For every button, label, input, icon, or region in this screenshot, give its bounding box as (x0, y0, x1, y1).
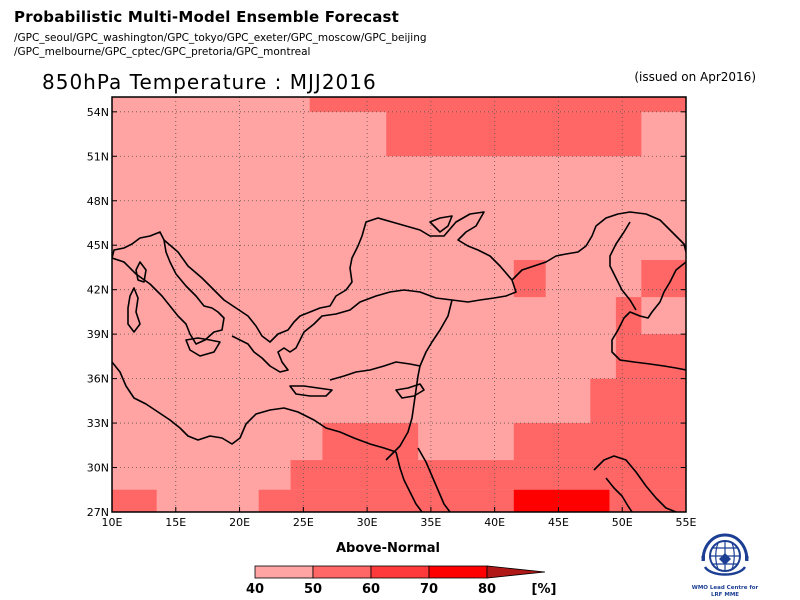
coastline-anatolia-south (329, 361, 421, 381)
legend-label: 50 (304, 582, 322, 597)
coastline-sicily (185, 337, 221, 357)
coastline-cyprus (395, 383, 425, 399)
probability-region-50-60 (590, 378, 686, 424)
lon-label: 35E (420, 516, 441, 529)
coastline-caspian (611, 261, 686, 371)
coastline-red-sea (395, 451, 423, 512)
coastline-sardinia (127, 287, 141, 333)
legend-swatch-70-80 (428, 565, 488, 579)
forecast-title: Probabilistic Multi-Model Ensemble Forec… (14, 8, 400, 26)
longitude-labels: 10E 15E 20E 25E 30E 35E 40E 45E 50E 55E (102, 516, 697, 529)
probability-region-50-60 (615, 334, 686, 379)
probability-region-70-80 (513, 489, 610, 512)
lat-label: 51N (87, 150, 109, 163)
variable-title: 850hPa Temperature : MJJ2016 (42, 70, 377, 94)
coastline-crete (289, 385, 333, 397)
legend-label: 60 (362, 582, 380, 597)
probability-region-50-60 (641, 260, 686, 298)
coastline-sinai (417, 447, 451, 512)
latitude-labels: 27N 30N 33N 36N 39N 42N 45N 48N 51N 54N (87, 106, 109, 519)
members-line-1: /GPC_seoul/GPC_washington/GPC_tokyo/GPC_… (14, 32, 427, 44)
wmo-logo: WMO Lead Centre for LRF MME (690, 531, 760, 599)
lat-label: 39N (87, 328, 109, 341)
lat-label: 36N (87, 373, 109, 386)
legend-label: 80 (478, 582, 496, 597)
coastline-caspian-west (609, 221, 637, 311)
legend-title: Above-Normal (336, 541, 440, 556)
coastline-persian-gulf (593, 455, 677, 512)
lon-label: 25E (293, 516, 314, 529)
issued-date: (issued on Apr2016) (634, 70, 756, 84)
coastline-africa-north (112, 361, 397, 453)
lon-label: 20E (229, 516, 250, 529)
lat-label: 33N (87, 417, 109, 430)
lat-label: 30N (87, 462, 109, 475)
lon-label: 45E (548, 516, 569, 529)
legend-swatch-60-70 (370, 565, 430, 579)
legend-swatch-80+ (486, 565, 546, 579)
map-frame (111, 96, 687, 513)
lon-label: 10E (102, 516, 123, 529)
probability-region-50-60 (112, 489, 157, 512)
lon-label: 50E (612, 516, 633, 529)
coastline-mediterranean-north (112, 231, 225, 345)
wmo-logo-text-1: WMO Lead Centre for (691, 585, 759, 591)
lat-label: 42N (87, 284, 109, 297)
wmo-logo-text-2: LRF MME (710, 592, 740, 598)
lat-label: 48N (87, 195, 109, 208)
probability-region-50-60 (386, 111, 642, 157)
coastline-black-sea-east (511, 211, 686, 281)
probability-region-50-60 (290, 460, 686, 490)
legend-swatch-40-50 (254, 565, 314, 579)
legend-unit: [%] (532, 582, 557, 597)
probability-region-50-60 (309, 97, 686, 112)
legend-label: 70 (420, 582, 438, 597)
probability-region-50-60 (513, 423, 686, 461)
lon-label: 55E (676, 516, 697, 529)
members-line-2: /GPC_melbourne/GPC_cptec/GPC_pretoria/GP… (14, 46, 311, 58)
model-members: /GPC_seoul/GPC_washington/GPC_tokyo/GPC_… (14, 31, 427, 59)
legend-swatch-50-60 (312, 565, 372, 579)
lon-label: 40E (484, 516, 505, 529)
axis-ticks (111, 111, 687, 513)
wmo-emblem-icon (701, 533, 749, 576)
lat-label: 45N (87, 239, 109, 252)
coastline-azov (429, 215, 453, 233)
lat-label: 27N (87, 506, 109, 519)
coastline-balkans (163, 211, 517, 373)
coastline-levant (385, 299, 453, 461)
coastline-corsica (135, 261, 147, 283)
lon-label: 15E (165, 516, 186, 529)
lat-label: 54N (87, 106, 109, 119)
legend-label: 40 (246, 582, 264, 597)
coastlines (112, 211, 686, 512)
lon-label: 30E (357, 516, 378, 529)
probability-region-50-60 (513, 260, 546, 298)
